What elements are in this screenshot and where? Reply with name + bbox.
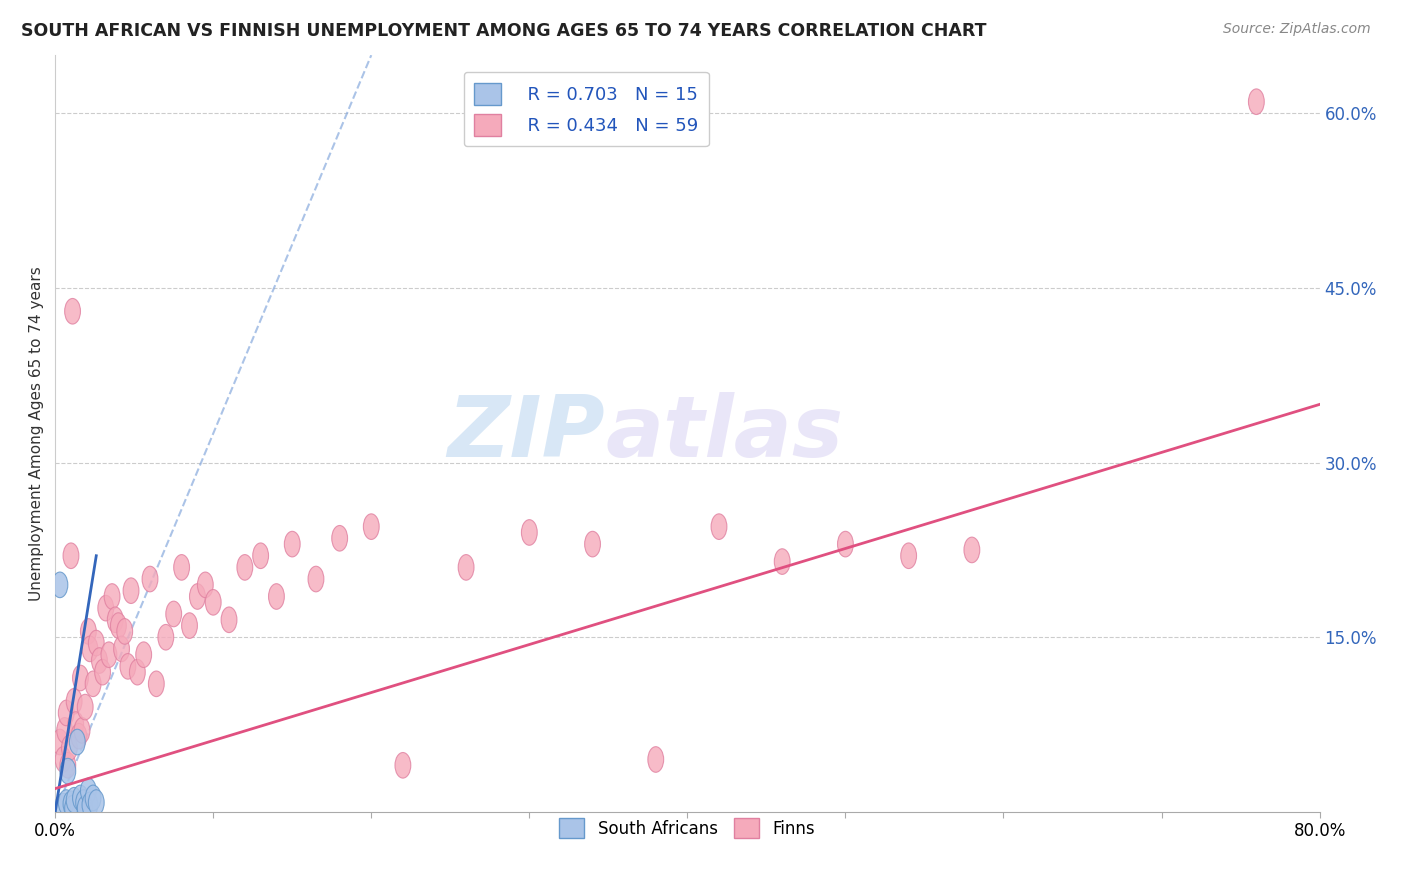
Ellipse shape <box>73 785 89 811</box>
Text: SOUTH AFRICAN VS FINNISH UNEMPLOYMENT AMONG AGES 65 TO 74 YEARS CORRELATION CHAR: SOUTH AFRICAN VS FINNISH UNEMPLOYMENT AM… <box>21 22 987 40</box>
Ellipse shape <box>269 583 284 609</box>
Ellipse shape <box>838 532 853 557</box>
Ellipse shape <box>363 514 380 540</box>
Ellipse shape <box>648 747 664 772</box>
Ellipse shape <box>522 520 537 545</box>
Ellipse shape <box>157 624 174 650</box>
Ellipse shape <box>332 525 347 551</box>
Ellipse shape <box>458 555 474 580</box>
Ellipse shape <box>901 543 917 568</box>
Text: atlas: atlas <box>605 392 844 475</box>
Text: ZIP: ZIP <box>447 392 605 475</box>
Ellipse shape <box>89 631 104 656</box>
Ellipse shape <box>60 758 76 784</box>
Ellipse shape <box>63 791 79 816</box>
Text: Source: ZipAtlas.com: Source: ZipAtlas.com <box>1223 22 1371 37</box>
Ellipse shape <box>52 572 67 598</box>
Ellipse shape <box>308 566 323 591</box>
Ellipse shape <box>181 613 197 639</box>
Ellipse shape <box>86 671 101 697</box>
Ellipse shape <box>284 532 299 557</box>
Ellipse shape <box>77 796 93 822</box>
Ellipse shape <box>114 636 129 662</box>
Ellipse shape <box>65 796 80 822</box>
Ellipse shape <box>253 543 269 568</box>
Ellipse shape <box>58 789 75 815</box>
Ellipse shape <box>205 590 221 615</box>
Ellipse shape <box>69 730 86 755</box>
Ellipse shape <box>711 514 727 540</box>
Ellipse shape <box>94 659 111 685</box>
Ellipse shape <box>101 642 117 667</box>
Ellipse shape <box>1249 89 1264 114</box>
Ellipse shape <box>120 654 136 679</box>
Ellipse shape <box>77 694 93 720</box>
Ellipse shape <box>82 636 98 662</box>
Ellipse shape <box>75 717 90 743</box>
Ellipse shape <box>52 730 67 755</box>
Ellipse shape <box>66 689 82 714</box>
Legend: South Africans, Finns: South Africans, Finns <box>553 812 823 845</box>
Ellipse shape <box>775 549 790 574</box>
Ellipse shape <box>98 595 114 621</box>
Ellipse shape <box>82 792 98 818</box>
Ellipse shape <box>73 665 89 690</box>
Ellipse shape <box>56 717 73 743</box>
Ellipse shape <box>174 555 190 580</box>
Ellipse shape <box>63 543 79 568</box>
Ellipse shape <box>91 648 107 673</box>
Ellipse shape <box>80 619 96 644</box>
Ellipse shape <box>111 613 127 639</box>
Ellipse shape <box>70 723 87 749</box>
Ellipse shape <box>62 735 77 761</box>
Y-axis label: Unemployment Among Ages 65 to 74 years: Unemployment Among Ages 65 to 74 years <box>30 266 44 601</box>
Ellipse shape <box>142 566 157 591</box>
Ellipse shape <box>238 555 253 580</box>
Ellipse shape <box>221 607 238 632</box>
Ellipse shape <box>166 601 181 627</box>
Ellipse shape <box>86 785 101 811</box>
Ellipse shape <box>149 671 165 697</box>
Ellipse shape <box>55 793 70 819</box>
Ellipse shape <box>585 532 600 557</box>
Ellipse shape <box>65 299 80 324</box>
Ellipse shape <box>80 778 96 804</box>
Ellipse shape <box>55 747 70 772</box>
Ellipse shape <box>66 788 82 813</box>
Ellipse shape <box>190 583 205 609</box>
Ellipse shape <box>395 753 411 778</box>
Ellipse shape <box>76 789 91 815</box>
Ellipse shape <box>129 659 145 685</box>
Ellipse shape <box>60 753 76 778</box>
Ellipse shape <box>965 537 980 563</box>
Ellipse shape <box>58 700 75 726</box>
Ellipse shape <box>124 578 139 604</box>
Ellipse shape <box>107 607 124 632</box>
Ellipse shape <box>67 712 83 738</box>
Ellipse shape <box>117 619 132 644</box>
Ellipse shape <box>89 789 104 815</box>
Ellipse shape <box>136 642 152 667</box>
Ellipse shape <box>104 583 120 609</box>
Ellipse shape <box>197 572 214 598</box>
